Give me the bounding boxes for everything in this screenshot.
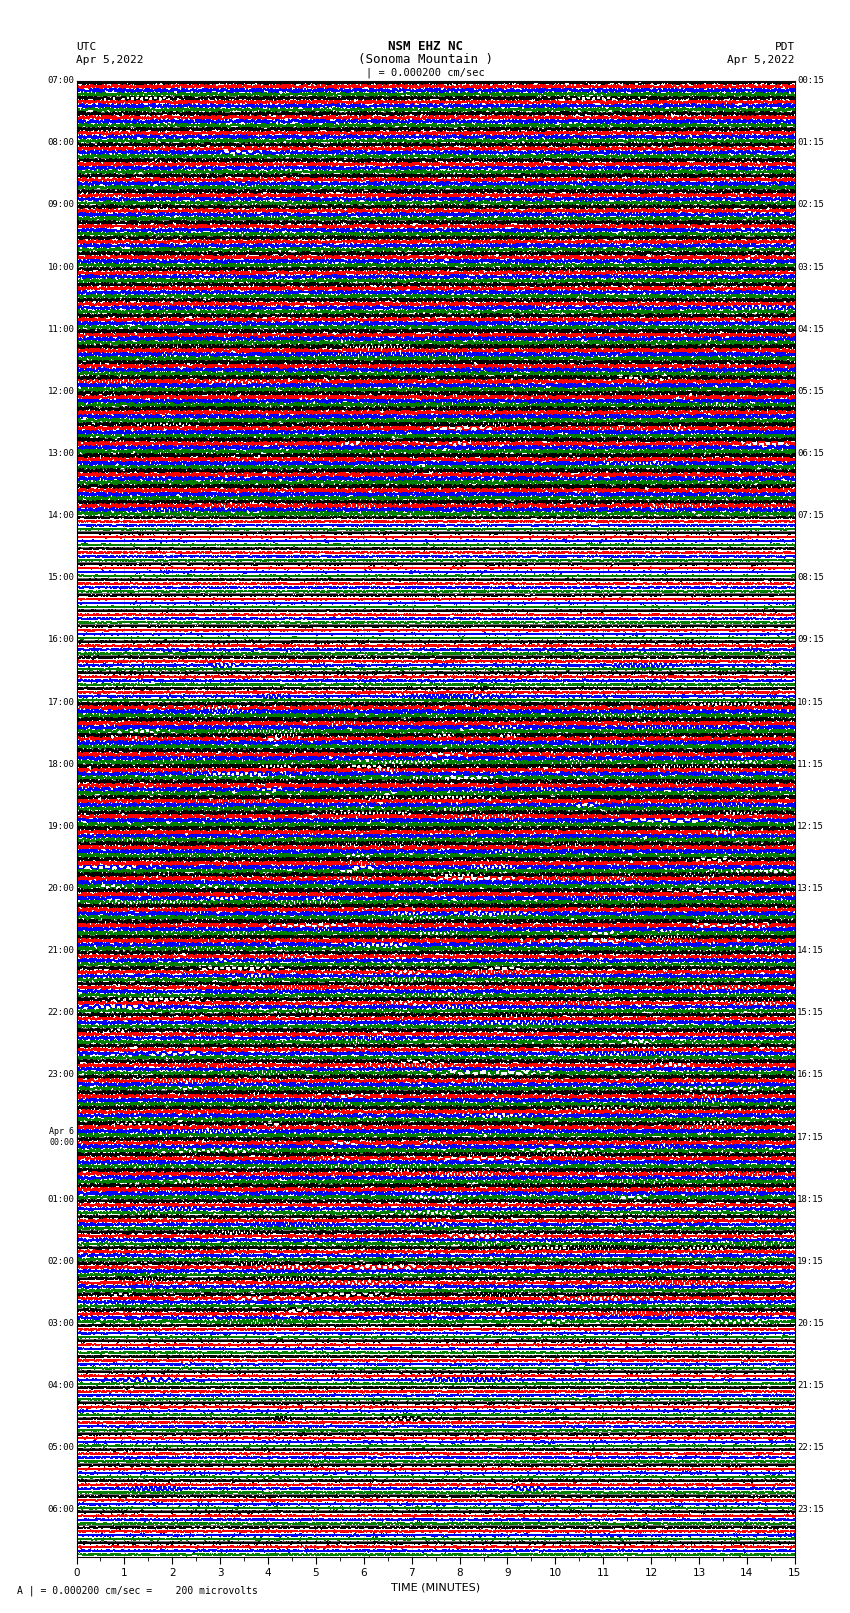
Text: 13:15: 13:15 bbox=[797, 884, 824, 894]
Text: 04:00: 04:00 bbox=[48, 1381, 74, 1390]
Text: 14:00: 14:00 bbox=[48, 511, 74, 519]
Text: 18:00: 18:00 bbox=[48, 760, 74, 769]
Text: 10:15: 10:15 bbox=[797, 697, 824, 706]
Text: UTC: UTC bbox=[76, 42, 97, 52]
Text: 14:15: 14:15 bbox=[797, 947, 824, 955]
Text: NSM EHZ NC: NSM EHZ NC bbox=[388, 40, 462, 53]
Text: 21:00: 21:00 bbox=[48, 947, 74, 955]
Text: 12:15: 12:15 bbox=[797, 823, 824, 831]
Text: 03:00: 03:00 bbox=[48, 1319, 74, 1327]
Text: 23:15: 23:15 bbox=[797, 1505, 824, 1515]
Text: 21:15: 21:15 bbox=[797, 1381, 824, 1390]
Text: 18:15: 18:15 bbox=[797, 1195, 824, 1203]
Text: 22:00: 22:00 bbox=[48, 1008, 74, 1018]
Text: 19:15: 19:15 bbox=[797, 1257, 824, 1266]
Text: A | = 0.000200 cm/sec =    200 microvolts: A | = 0.000200 cm/sec = 200 microvolts bbox=[17, 1586, 258, 1595]
Text: 05:15: 05:15 bbox=[797, 387, 824, 395]
Text: 10:00: 10:00 bbox=[48, 263, 74, 271]
Text: 22:15: 22:15 bbox=[797, 1444, 824, 1452]
Text: PDT: PDT bbox=[774, 42, 795, 52]
Text: Apr 5,2022: Apr 5,2022 bbox=[76, 55, 144, 65]
Text: 17:00: 17:00 bbox=[48, 697, 74, 706]
Text: 01:00: 01:00 bbox=[48, 1195, 74, 1203]
Text: 00:15: 00:15 bbox=[797, 76, 824, 85]
Text: 20:00: 20:00 bbox=[48, 884, 74, 894]
Text: 16:00: 16:00 bbox=[48, 636, 74, 645]
Text: 15:00: 15:00 bbox=[48, 573, 74, 582]
Text: 06:00: 06:00 bbox=[48, 1505, 74, 1515]
Text: | = 0.000200 cm/sec: | = 0.000200 cm/sec bbox=[366, 68, 484, 77]
Text: 20:15: 20:15 bbox=[797, 1319, 824, 1327]
Text: 19:00: 19:00 bbox=[48, 823, 74, 831]
Text: 13:00: 13:00 bbox=[48, 448, 74, 458]
Text: 06:15: 06:15 bbox=[797, 448, 824, 458]
Text: (Sonoma Mountain ): (Sonoma Mountain ) bbox=[358, 53, 492, 66]
Text: 11:00: 11:00 bbox=[48, 324, 74, 334]
Text: 23:00: 23:00 bbox=[48, 1071, 74, 1079]
Text: 15:15: 15:15 bbox=[797, 1008, 824, 1018]
Text: Apr 5,2022: Apr 5,2022 bbox=[728, 55, 795, 65]
Text: 07:00: 07:00 bbox=[48, 76, 74, 85]
Text: 17:15: 17:15 bbox=[797, 1132, 824, 1142]
Text: 05:00: 05:00 bbox=[48, 1444, 74, 1452]
Text: 01:15: 01:15 bbox=[797, 139, 824, 147]
Text: 08:00: 08:00 bbox=[48, 139, 74, 147]
Text: 02:15: 02:15 bbox=[797, 200, 824, 210]
Text: 07:15: 07:15 bbox=[797, 511, 824, 519]
Text: 02:00: 02:00 bbox=[48, 1257, 74, 1266]
Text: 04:15: 04:15 bbox=[797, 324, 824, 334]
Text: Apr 6
00:00: Apr 6 00:00 bbox=[49, 1127, 74, 1147]
X-axis label: TIME (MINUTES): TIME (MINUTES) bbox=[391, 1582, 480, 1592]
Text: 08:15: 08:15 bbox=[797, 573, 824, 582]
Text: 09:00: 09:00 bbox=[48, 200, 74, 210]
Text: 11:15: 11:15 bbox=[797, 760, 824, 769]
Text: 03:15: 03:15 bbox=[797, 263, 824, 271]
Text: 12:00: 12:00 bbox=[48, 387, 74, 395]
Text: 09:15: 09:15 bbox=[797, 636, 824, 645]
Text: 16:15: 16:15 bbox=[797, 1071, 824, 1079]
